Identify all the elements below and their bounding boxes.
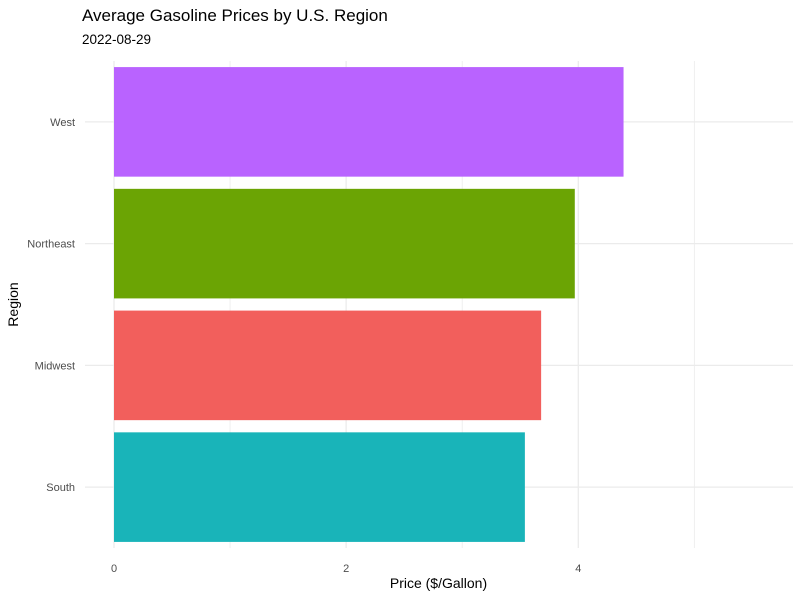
bar-midwest [114,310,542,421]
y-axis-title: Region [5,282,21,326]
y-tick-label: West [50,117,75,129]
x-tick-label: 0 [111,563,117,575]
x-axis-title: Price ($/Gallon) [390,575,487,591]
x-tick-label: 2 [343,563,349,575]
chart-subtitle: 2022-08-29 [82,32,152,47]
y-tick-label: South [46,482,75,494]
y-tick-label: Northeast [27,239,75,251]
bar-northeast [114,188,575,299]
bar-layer [114,67,624,542]
y-tick-label: Midwest [35,360,75,372]
chart-title: Average Gasoline Prices by U.S. Region [82,6,388,25]
x-tick-label: 4 [575,563,581,575]
label-layer: South Midwest Northeast West 0 2 4 Price ($/Gal… [5,117,581,591]
bar-south [114,432,525,542]
bar-west [114,67,624,177]
